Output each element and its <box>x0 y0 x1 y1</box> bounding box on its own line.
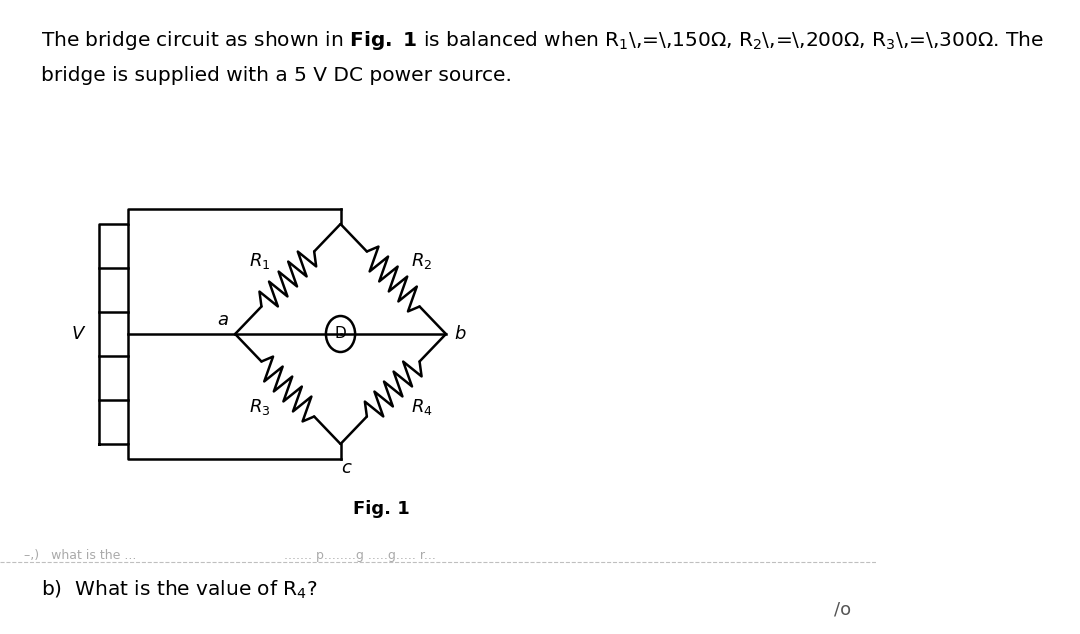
Text: The bridge circuit as shown in $\bf{Fig.\ 1}$ is balanced when R$_1$\,=\,150$\Om: The bridge circuit as shown in $\bf{Fig.… <box>41 29 1043 52</box>
Text: $R_4$: $R_4$ <box>411 397 433 417</box>
Text: b: b <box>454 325 465 343</box>
Text: $R_2$: $R_2$ <box>411 251 432 271</box>
Text: $R_1$: $R_1$ <box>248 251 270 271</box>
Text: –,)   what is the ...: –,) what is the ... <box>25 549 137 562</box>
Text: a: a <box>218 311 229 329</box>
Text: b)  What is the value of R$_4$?: b) What is the value of R$_4$? <box>41 579 318 601</box>
Text: $V$: $V$ <box>71 325 86 343</box>
Text: Fig. 1: Fig. 1 <box>353 500 409 518</box>
Text: $R_3$: $R_3$ <box>248 397 270 417</box>
Text: c: c <box>341 459 351 477</box>
Text: /o: /o <box>834 601 851 619</box>
Text: D: D <box>335 327 347 342</box>
Text: bridge is supplied with a 5 V DC power source.: bridge is supplied with a 5 V DC power s… <box>41 66 512 85</box>
Text: ....... p........g .....g..... r...: ....... p........g .....g..... r... <box>284 549 435 562</box>
